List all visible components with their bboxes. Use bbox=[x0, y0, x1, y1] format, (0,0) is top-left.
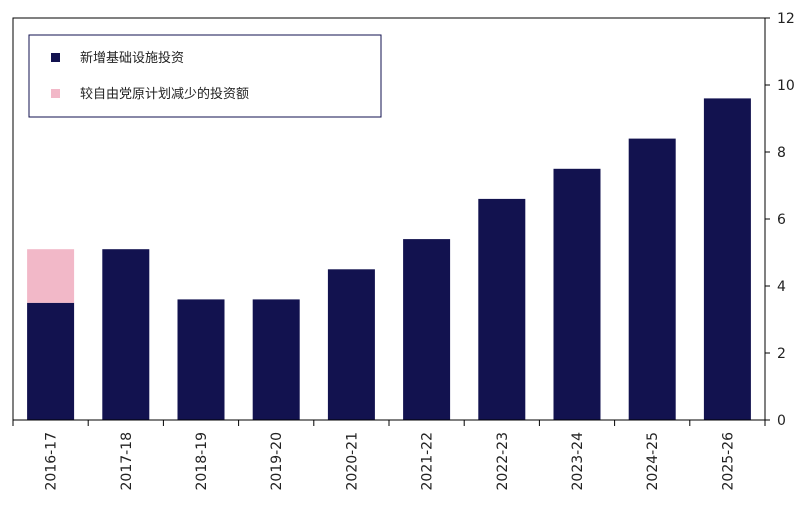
bar-new-investment-2025-26 bbox=[703, 98, 751, 421]
bar-new-investment-2017-18 bbox=[102, 249, 150, 420]
x-tick-label: 2019-20 bbox=[269, 432, 285, 491]
legend-label-new-investment: 新增基础设施投资 bbox=[80, 50, 184, 66]
bar-new-investment-2018-19 bbox=[177, 299, 225, 420]
bar-new-investment-2019-20 bbox=[252, 299, 300, 420]
y-tick-label: 0 bbox=[777, 413, 786, 429]
y-tick-label: 4 bbox=[777, 279, 786, 295]
y-tick-label: 12 bbox=[777, 11, 795, 27]
y-tick-label: 6 bbox=[777, 212, 786, 228]
bar-new-investment-2016-17 bbox=[27, 302, 75, 421]
legend: 新增基础设施投资 较自由党原计划减少的投资额 bbox=[28, 34, 382, 118]
legend-swatch-reduced-investment bbox=[51, 89, 60, 98]
x-tick-label: 2022-23 bbox=[495, 432, 511, 491]
x-tick-label: 2024-25 bbox=[645, 432, 661, 491]
y-tick-label: 8 bbox=[777, 145, 786, 161]
bar-new-investment-2023-24 bbox=[553, 168, 601, 421]
x-tick-label: 2025-26 bbox=[720, 432, 736, 491]
y-tick-label: 2 bbox=[777, 346, 786, 362]
legend-swatch-new-investment bbox=[51, 53, 60, 62]
y-tick-label: 10 bbox=[777, 78, 795, 94]
legend-box bbox=[28, 34, 382, 118]
x-tick-label: 2016-17 bbox=[44, 432, 60, 491]
bar-new-investment-2024-25 bbox=[628, 138, 676, 420]
bar-new-investment-2021-22 bbox=[403, 239, 451, 420]
bar-new-investment-2020-21 bbox=[327, 269, 375, 421]
x-tick-label: 2023-24 bbox=[570, 432, 586, 491]
bar-new-investment-2022-23 bbox=[478, 198, 526, 420]
x-tick-label: 2017-18 bbox=[119, 432, 135, 491]
x-tick-label: 2018-19 bbox=[194, 432, 210, 491]
x-tick-label: 2021-22 bbox=[420, 432, 436, 491]
x-tick-label: 2020-21 bbox=[344, 432, 360, 491]
legend-label-reduced-investment: 较自由党原计划减少的投资额 bbox=[80, 86, 249, 102]
y-axis: 0 2 4 6 8 10 12 bbox=[765, 11, 795, 429]
bar-group bbox=[27, 98, 751, 421]
x-axis: 2016-17 2017-18 2018-19 2019-20 2020-21 2021-… bbox=[12, 420, 766, 491]
bar-reduced-investment-2016-17 bbox=[27, 249, 75, 303]
